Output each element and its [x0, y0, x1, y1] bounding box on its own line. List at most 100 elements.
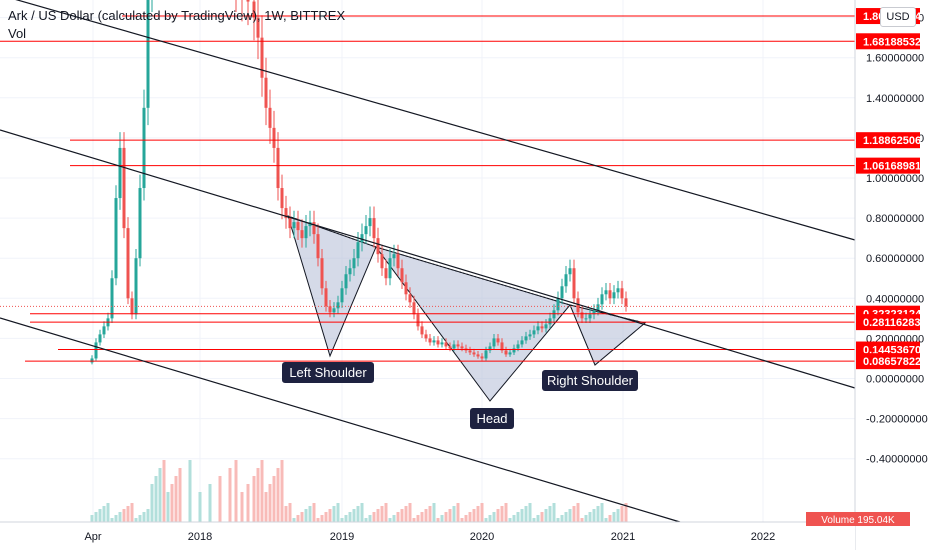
volume-bar: [312, 503, 316, 522]
volume-bar: [508, 518, 512, 522]
annotation-box: [470, 408, 514, 429]
annotation-box: [542, 370, 638, 391]
candle-body: [528, 334, 532, 337]
candle-body: [452, 344, 456, 349]
candle-body: [576, 298, 580, 313]
candle-body: [564, 274, 568, 287]
volume-bar: [94, 512, 98, 522]
volume-bar: [188, 460, 192, 522]
volume-bar: [340, 518, 344, 522]
volume-bar: [496, 509, 500, 522]
volume-bar: [624, 503, 628, 522]
candle-body: [328, 306, 332, 313]
candle-body: [532, 330, 536, 335]
volume-bar: [368, 515, 372, 522]
volume-bar: [548, 506, 552, 522]
volume-bar: [612, 512, 616, 522]
volume-bar: [364, 518, 368, 522]
candle-body: [296, 222, 300, 231]
volume-bar: [158, 468, 162, 522]
volume-bar: [296, 515, 300, 522]
volume-bar: [536, 515, 540, 522]
volume-bar: [234, 460, 238, 522]
candle-body: [480, 356, 484, 359]
volume-bar: [616, 509, 620, 522]
grid: [0, 0, 855, 522]
volume-bar: [592, 509, 596, 522]
volume-bar: [328, 509, 332, 522]
volume-bar: [540, 512, 544, 522]
volume-indicator-label[interactable]: Vol: [8, 26, 27, 41]
time-axis: Apr 2018 2019 2020 2021 2022 Volume 195.04K: [0, 512, 910, 550]
annotation-label: Head: [476, 411, 507, 426]
volume-bar: [150, 484, 154, 522]
candle-body: [98, 334, 102, 343]
level-price-label: 1.68188532: [863, 36, 921, 48]
volume-bar: [608, 515, 612, 522]
candle-body: [134, 258, 138, 315]
candle-body: [568, 268, 572, 275]
candle-body: [524, 336, 528, 341]
volume-bar: [292, 518, 296, 522]
candle-body: [624, 298, 628, 307]
y-tick-label: -0.20000000: [866, 414, 928, 426]
volume-bar: [524, 506, 528, 522]
volume-bar: [480, 503, 484, 522]
volume-bar: [588, 512, 592, 522]
candle-body: [412, 302, 416, 315]
candle-body: [138, 188, 142, 259]
candle-body: [94, 342, 98, 359]
candle-body: [588, 314, 592, 319]
pattern-annotations: Left Shoulder Head Right Shoulder: [282, 362, 638, 429]
volume-bar: [260, 460, 264, 522]
volume-bar: [372, 512, 376, 522]
volume-bar: [388, 518, 392, 522]
symbol-title: Ark / US Dollar (calculated by TradingVi…: [8, 8, 346, 23]
volume-bar: [516, 512, 520, 522]
candle-body: [268, 107, 272, 128]
volume-bar: [528, 503, 532, 522]
candle-body: [492, 338, 496, 347]
volume-bar: [134, 518, 138, 522]
volume-bar: [576, 503, 580, 522]
candle-body: [620, 288, 624, 299]
candles: [90, 0, 628, 365]
volume-bar: [376, 509, 380, 522]
time-axis-bg: [0, 522, 855, 550]
candle-body: [512, 348, 516, 353]
currency-button[interactable]: USD: [880, 7, 916, 27]
volume-bar: [436, 518, 440, 522]
volume-bar: [384, 503, 388, 522]
candle-body: [508, 352, 512, 355]
level-price-label: 1.06168981: [863, 161, 921, 173]
candle-body: [516, 344, 520, 349]
candle-body: [356, 242, 360, 259]
volume-bar: [122, 509, 126, 522]
x-tick-label: 2022: [751, 531, 775, 543]
y-tick-label: 1.00000000: [866, 173, 924, 185]
x-tick-label: 2020: [470, 531, 494, 543]
candle-body: [388, 258, 392, 279]
volume-bar: [484, 518, 488, 522]
volume-bar: [348, 512, 352, 522]
candle-body: [320, 258, 324, 289]
candle-body: [448, 346, 452, 349]
volume-bar: [356, 506, 360, 522]
candle-body: [552, 310, 556, 319]
volume-bar: [532, 518, 536, 522]
candle-body: [348, 268, 352, 275]
candle-body: [400, 268, 404, 283]
volume-bar: [568, 509, 572, 522]
candle-body: [596, 304, 600, 311]
volume-bar: [460, 518, 464, 522]
volume-bar: [512, 515, 516, 522]
candle-body: [488, 346, 492, 351]
level-price-tag: [856, 314, 920, 331]
trend-line: [0, 129, 856, 389]
volume-bar: [256, 468, 260, 522]
volume-bar: [596, 506, 600, 522]
y-tick-label: 1.60000000: [866, 53, 924, 65]
candle-body: [252, 1, 256, 18]
